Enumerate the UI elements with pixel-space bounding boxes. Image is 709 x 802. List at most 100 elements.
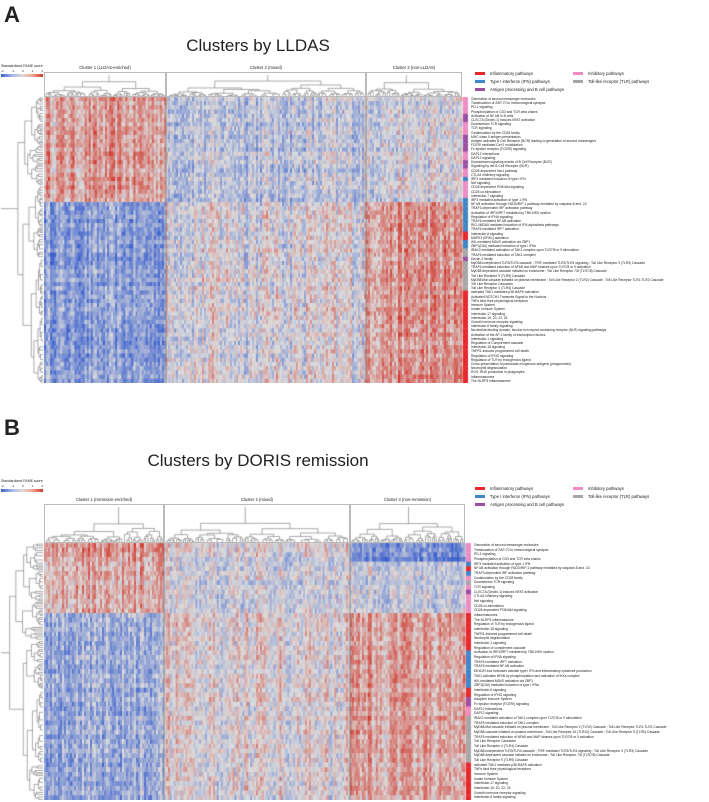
- row-label: Phosphorylation of CD3 and TCR zeta chai…: [474, 557, 541, 562]
- legend-label: Inflammatory pathways: [490, 71, 534, 76]
- row-label: Interleukin-18 signaling: [471, 345, 505, 350]
- row-label: CD28 co-stimulation: [474, 603, 504, 608]
- row-label: Interleukin-1 signaling: [474, 641, 507, 646]
- row-label: IRAK2 mediated activation of TAK1 comple…: [474, 715, 582, 720]
- legend-label: Toll-like receptor (TLR) pathways: [588, 494, 650, 499]
- row-label: NF-kB activation through FADD/RIP-1 path…: [474, 566, 590, 571]
- row-label: TRAF6 mediated induction of NFkB and MAP…: [471, 265, 591, 270]
- legend-label: Inhibitory pathways: [588, 71, 624, 76]
- row-label: TRAF6 mediated NF-kB activation: [471, 218, 522, 223]
- row-label: Interleukin-18 signaling: [474, 627, 508, 632]
- legend-item: Antigen processing and B cell pathways: [475, 87, 564, 92]
- row-label: IKK-mediated MAVS activation via ZBP1: [471, 240, 531, 244]
- chart-title: Clusters by LLDAS: [186, 36, 330, 55]
- legend-swatch: [573, 495, 583, 498]
- row-label: Regulation of complement cascade: [474, 645, 526, 650]
- row-label: Fc epsilon receptor (FCERI) signaling: [471, 147, 526, 152]
- row-label: Regulation of IFNG signaling: [474, 692, 517, 697]
- row-label: DAP12 interactions: [474, 706, 503, 711]
- row-label: TRAF3-dependent IRF activation pathway: [474, 571, 536, 576]
- row-label: CD28 co-stimulation: [471, 189, 501, 194]
- row-label: IRF3 mediated induction of type I IFN: [471, 176, 526, 181]
- legend-item: Antigen processing and B cell pathways: [475, 502, 564, 507]
- cluster-header: Cluster 1 (LLDAS-enriched): [44, 65, 166, 97]
- cluster-header: Cluster 2 (mixed): [166, 65, 366, 97]
- row-label: Innate Immune System: [474, 776, 508, 781]
- heatmap-b: [0, 484, 472, 800]
- legend-swatch: [475, 80, 485, 83]
- row-label: Cross-presentation of particulate exogen…: [471, 361, 572, 366]
- legend-item: Toll-like receptor (TLR) pathways: [573, 494, 649, 499]
- row-label: CD28 dependent PI3K/Akt signaling: [471, 185, 524, 190]
- legend-label: Antigen processing and B cell pathways: [490, 87, 565, 92]
- row-label: TCR signaling: [471, 126, 492, 131]
- row-label: PD-1 signaling: [474, 552, 496, 557]
- cluster-label: Cluster 3 (non-LLDAS): [392, 65, 436, 70]
- row-label: IRAK2 mediated activation of TAK1 comple…: [471, 248, 579, 253]
- cluster-label: Cluster 1 (remission-enriched): [75, 497, 133, 502]
- row-label: Interleukin-17 signaling: [474, 781, 508, 786]
- legend-swatch: [475, 487, 485, 490]
- row-label: Innate Immune System: [471, 307, 505, 312]
- row-label: TRAF6 mediated induction of TAK1 complex: [474, 720, 539, 725]
- row-label: Interleukin-6 family signaling: [471, 324, 513, 329]
- row-label: Interleukin-6 signaling: [471, 231, 504, 236]
- row-label: TRAF6 mediated IRF7 activation: [474, 659, 522, 664]
- row-label: TRAF3-dependent IRF activation pathway: [471, 206, 533, 211]
- cluster-label: Cluster 2 (mixed): [241, 497, 273, 502]
- row-label: Toll Like Receptor Cascades: [474, 739, 516, 744]
- cluster-label: Cluster 3 (non-remission): [383, 497, 431, 502]
- row-label: Nef signaling: [471, 181, 491, 186]
- row-label: Signaling by the B Cell Receptor (BCR): [471, 164, 529, 169]
- row-label: Downstream TCR signaling: [474, 580, 515, 585]
- legend-item: Type I interferon (IFN) pathways: [475, 79, 550, 84]
- legend-label: Type I interferon (IFN) pathways: [490, 79, 550, 84]
- row-label: CLEC7A (Dectin-1) induces NFAT activatio…: [471, 118, 536, 123]
- row-label: Regulation of TLR by endogenous ligand: [471, 357, 531, 362]
- row-label: MyD88 dependent cascade initiated on end…: [471, 269, 607, 274]
- row-label: Interleukin-6 family signaling: [474, 795, 516, 800]
- row-label: TRAF6 mediated induction of TAK1 complex: [471, 252, 536, 257]
- row-label: Inflammasomes: [474, 613, 498, 618]
- row-label: The NLRP3 inflammasome: [471, 378, 511, 383]
- row-label: Costimulation by the CD28 family: [474, 575, 523, 580]
- legend-item: Inhibitory pathways: [573, 486, 624, 491]
- row-label: Dectin-2 family: [471, 256, 493, 261]
- row-label: TRAF6 mediated NF-kB activation: [474, 664, 525, 669]
- row-label: Interleukin-17 signaling: [471, 311, 505, 316]
- legend-item: Inflammatory pathways: [475, 71, 533, 76]
- row-label: Interleukin-7 signaling: [471, 193, 504, 198]
- row-label: TNFR1-induced programmed cell death: [471, 349, 529, 354]
- row-label: Immune System: [471, 303, 495, 308]
- row-label: activated TAK1 mediates p38 MAPK activat…: [471, 290, 539, 295]
- row-label: activated TAK1 mediates p38 MAPK activat…: [474, 762, 542, 767]
- legend-item: Toll-like receptor (TLR) pathways: [573, 79, 649, 84]
- row-label: CTLA4 inhibitory signaling: [471, 172, 510, 177]
- row-label: RIG-I/MDA5 mediated induction of IFN-alp…: [471, 223, 559, 228]
- heatmap-a: [0, 70, 469, 383]
- legend-swatch: [475, 72, 485, 75]
- row-label: DAP12 interactions: [471, 151, 500, 156]
- row-label: MyD88-independent TLR3/TLR4 cascade ; TR…: [471, 261, 646, 266]
- row-label: DExD/H-box helicases activate type I IFN…: [474, 669, 592, 674]
- panel-letter: A: [4, 2, 20, 27]
- row-label: MAPK3 (ERK1) activation: [471, 235, 509, 240]
- row-label: IRF3 mediated activation of type 1 IFN: [471, 197, 528, 202]
- row-label: Growth hormone receptor signaling: [474, 790, 526, 795]
- row-label: FCERI mediated Ca+2 mobilization: [471, 143, 523, 148]
- row-label: Toll Like Receptor 4 (TLR4) Cascade: [474, 743, 529, 748]
- row-label: ZBP1(DAI) mediated induction of type I I…: [471, 244, 537, 249]
- legend-swatch: [475, 503, 485, 506]
- row-label: ZBP1(DAI) mediated induction of type I I…: [474, 683, 540, 688]
- row-label: Translocation of ZAP-70 to Immunological…: [474, 547, 549, 552]
- row-label: Downstream TCR signaling: [471, 122, 512, 127]
- legend-label: Type I interferon (IFN) pathways: [490, 494, 550, 499]
- legend-label: Inhibitory pathways: [588, 486, 624, 491]
- row-label: Toll Like Receptor 4 (TLR4) Cascade: [471, 286, 526, 291]
- row-label: ROS, RNS production in phagocytes: [471, 370, 525, 375]
- row-label: Activated NOTCH1 Transmits Signal to the…: [471, 294, 547, 299]
- row-label: Generation of second messenger molecules: [474, 543, 539, 547]
- row-label: The NLRP3 inflammasome: [474, 617, 514, 622]
- row-label: TRAF6 mediated IRF7 activation: [471, 227, 519, 232]
- legend-swatch: [573, 80, 583, 83]
